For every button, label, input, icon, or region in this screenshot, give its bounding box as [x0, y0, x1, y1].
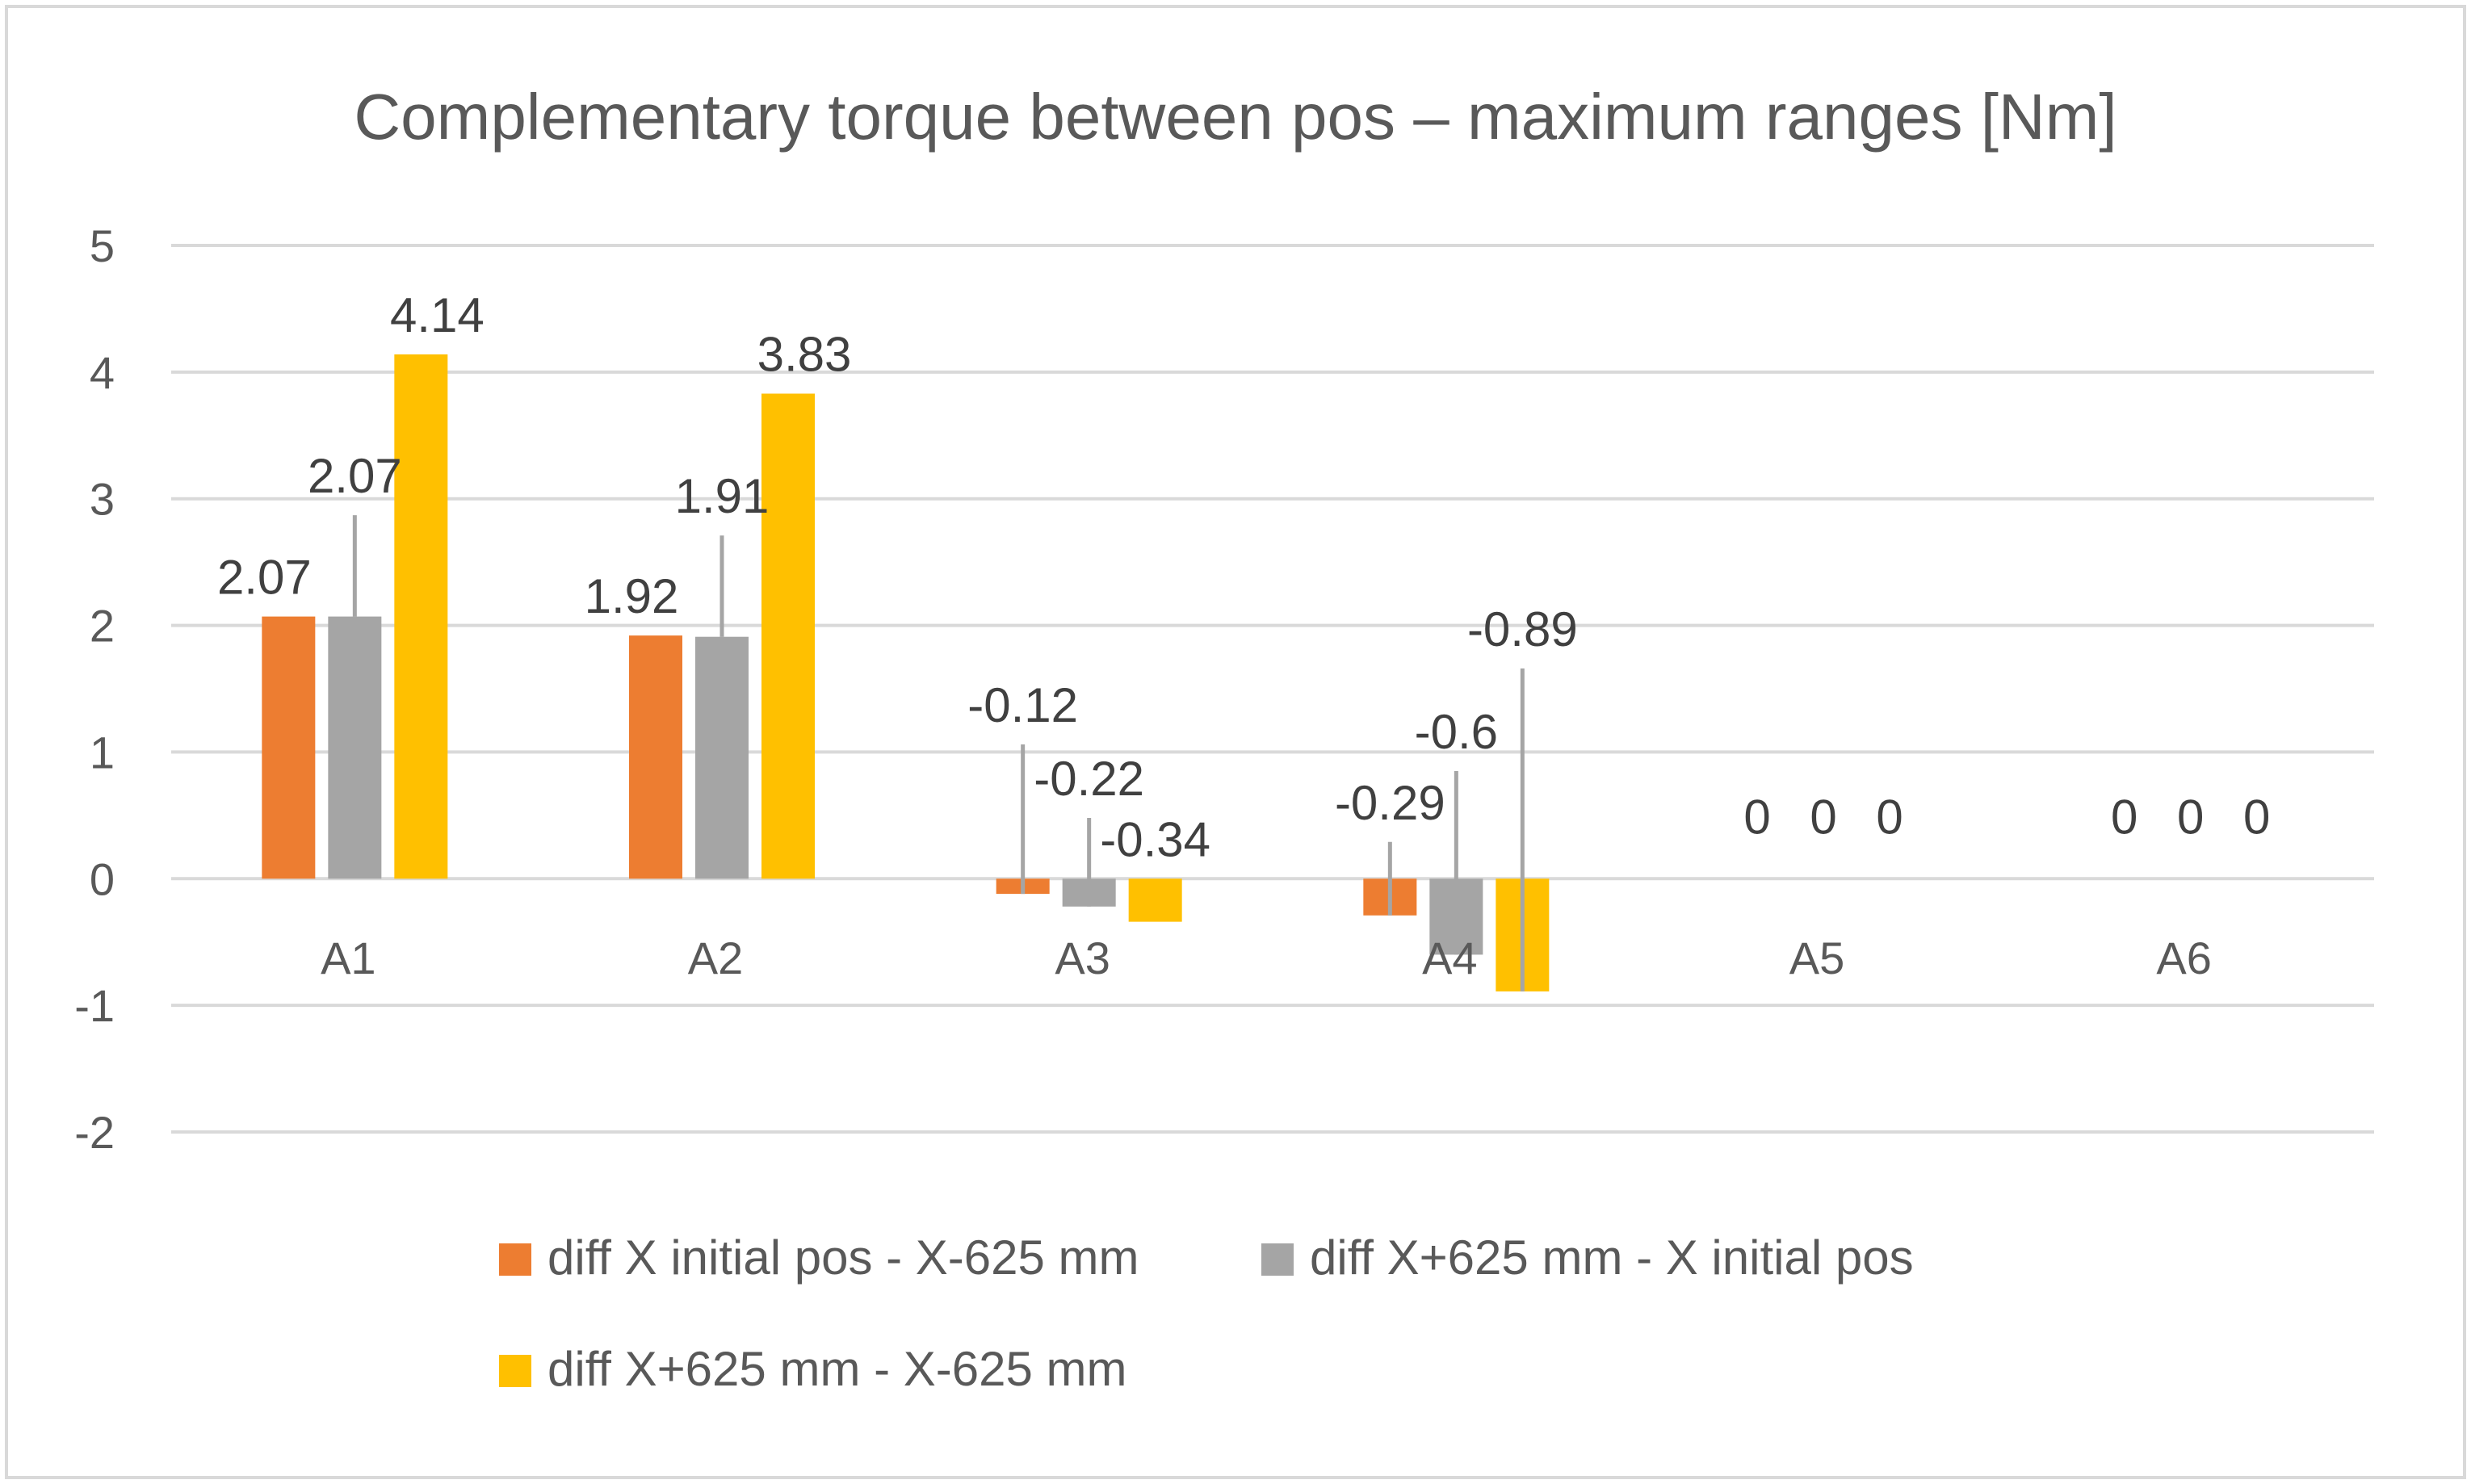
- bar-a3-series-3: [1128, 878, 1182, 922]
- category-label-a2: A2: [688, 933, 744, 983]
- legend-swatch-series-1: [499, 1243, 531, 1276]
- legend: diff X initial pos - X-625 mm diff X+625 …: [499, 1230, 1914, 1396]
- data-label: -0.6: [1415, 705, 1498, 759]
- category-label-a5: A5: [1789, 933, 1845, 983]
- data-label: 0: [2177, 790, 2204, 844]
- bar-a1-series-3: [394, 354, 448, 879]
- error-bars: [352, 515, 1525, 991]
- data-label: -0.89: [1467, 602, 1578, 656]
- y-tick-label: 3: [90, 474, 115, 525]
- data-label: 0: [1876, 790, 1903, 844]
- legend-label-series-1: diff X initial pos - X-625 mm: [547, 1230, 1139, 1285]
- bar-a1-series-2: [328, 616, 382, 879]
- bar-a1-series-1: [262, 616, 316, 879]
- data-label: 0: [1743, 790, 1770, 844]
- legend-swatch-series-2: [1261, 1243, 1294, 1276]
- data-label: 1.91: [675, 469, 770, 523]
- data-label: 0: [2243, 790, 2270, 844]
- data-labels: 2.07 1.92-0.12-0.29 0 02.07 1.91-0.22-0.60 04…: [217, 288, 2270, 866]
- category-label-a3: A3: [1055, 933, 1110, 983]
- data-label: 2.07: [217, 551, 312, 605]
- data-label: 4.14: [390, 288, 485, 342]
- bar-a2-series-1: [629, 635, 682, 879]
- bars: [262, 354, 1550, 991]
- chart-title: Complementary torque between pos – maxim…: [354, 81, 2117, 153]
- category-label-a1: A1: [321, 933, 376, 983]
- y-tick-label: -1: [74, 980, 115, 1031]
- gridlines: [171, 244, 2374, 1134]
- x-axis-categories: A1 A2 A3 A4 A5 A6: [321, 933, 2212, 983]
- data-label: -0.22: [1034, 752, 1144, 806]
- bar-a2-series-3: [761, 393, 815, 879]
- category-label-a6: A6: [2156, 933, 2212, 983]
- y-tick-label: 0: [90, 853, 115, 904]
- y-axis-ticks: 5 4 3 2 1 0 -1 -2: [74, 220, 115, 1158]
- y-tick-label: 5: [90, 220, 115, 271]
- category-label-a4: A4: [1422, 933, 1478, 983]
- data-label: -0.34: [1100, 812, 1210, 866]
- legend-swatch-series-3: [499, 1355, 531, 1387]
- data-label: 0: [1810, 790, 1836, 844]
- y-tick-label: -2: [74, 1107, 115, 1158]
- legend-label-series-2: diff X+625 mm - X initial pos: [1310, 1230, 1914, 1285]
- data-label: 3.83: [757, 328, 852, 382]
- data-label: -0.29: [1335, 776, 1445, 830]
- data-label: -0.12: [967, 678, 1078, 732]
- bar-a2-series-2: [695, 636, 749, 879]
- data-label: 1.92: [585, 569, 679, 623]
- data-label: 2.07: [308, 449, 402, 503]
- y-tick-label: 4: [90, 347, 115, 398]
- data-label: 0: [2111, 790, 2137, 844]
- y-tick-label: 1: [90, 727, 115, 778]
- legend-label-series-3: diff X+625 mm - X-625 mm: [547, 1342, 1126, 1396]
- y-tick-label: 2: [90, 601, 115, 652]
